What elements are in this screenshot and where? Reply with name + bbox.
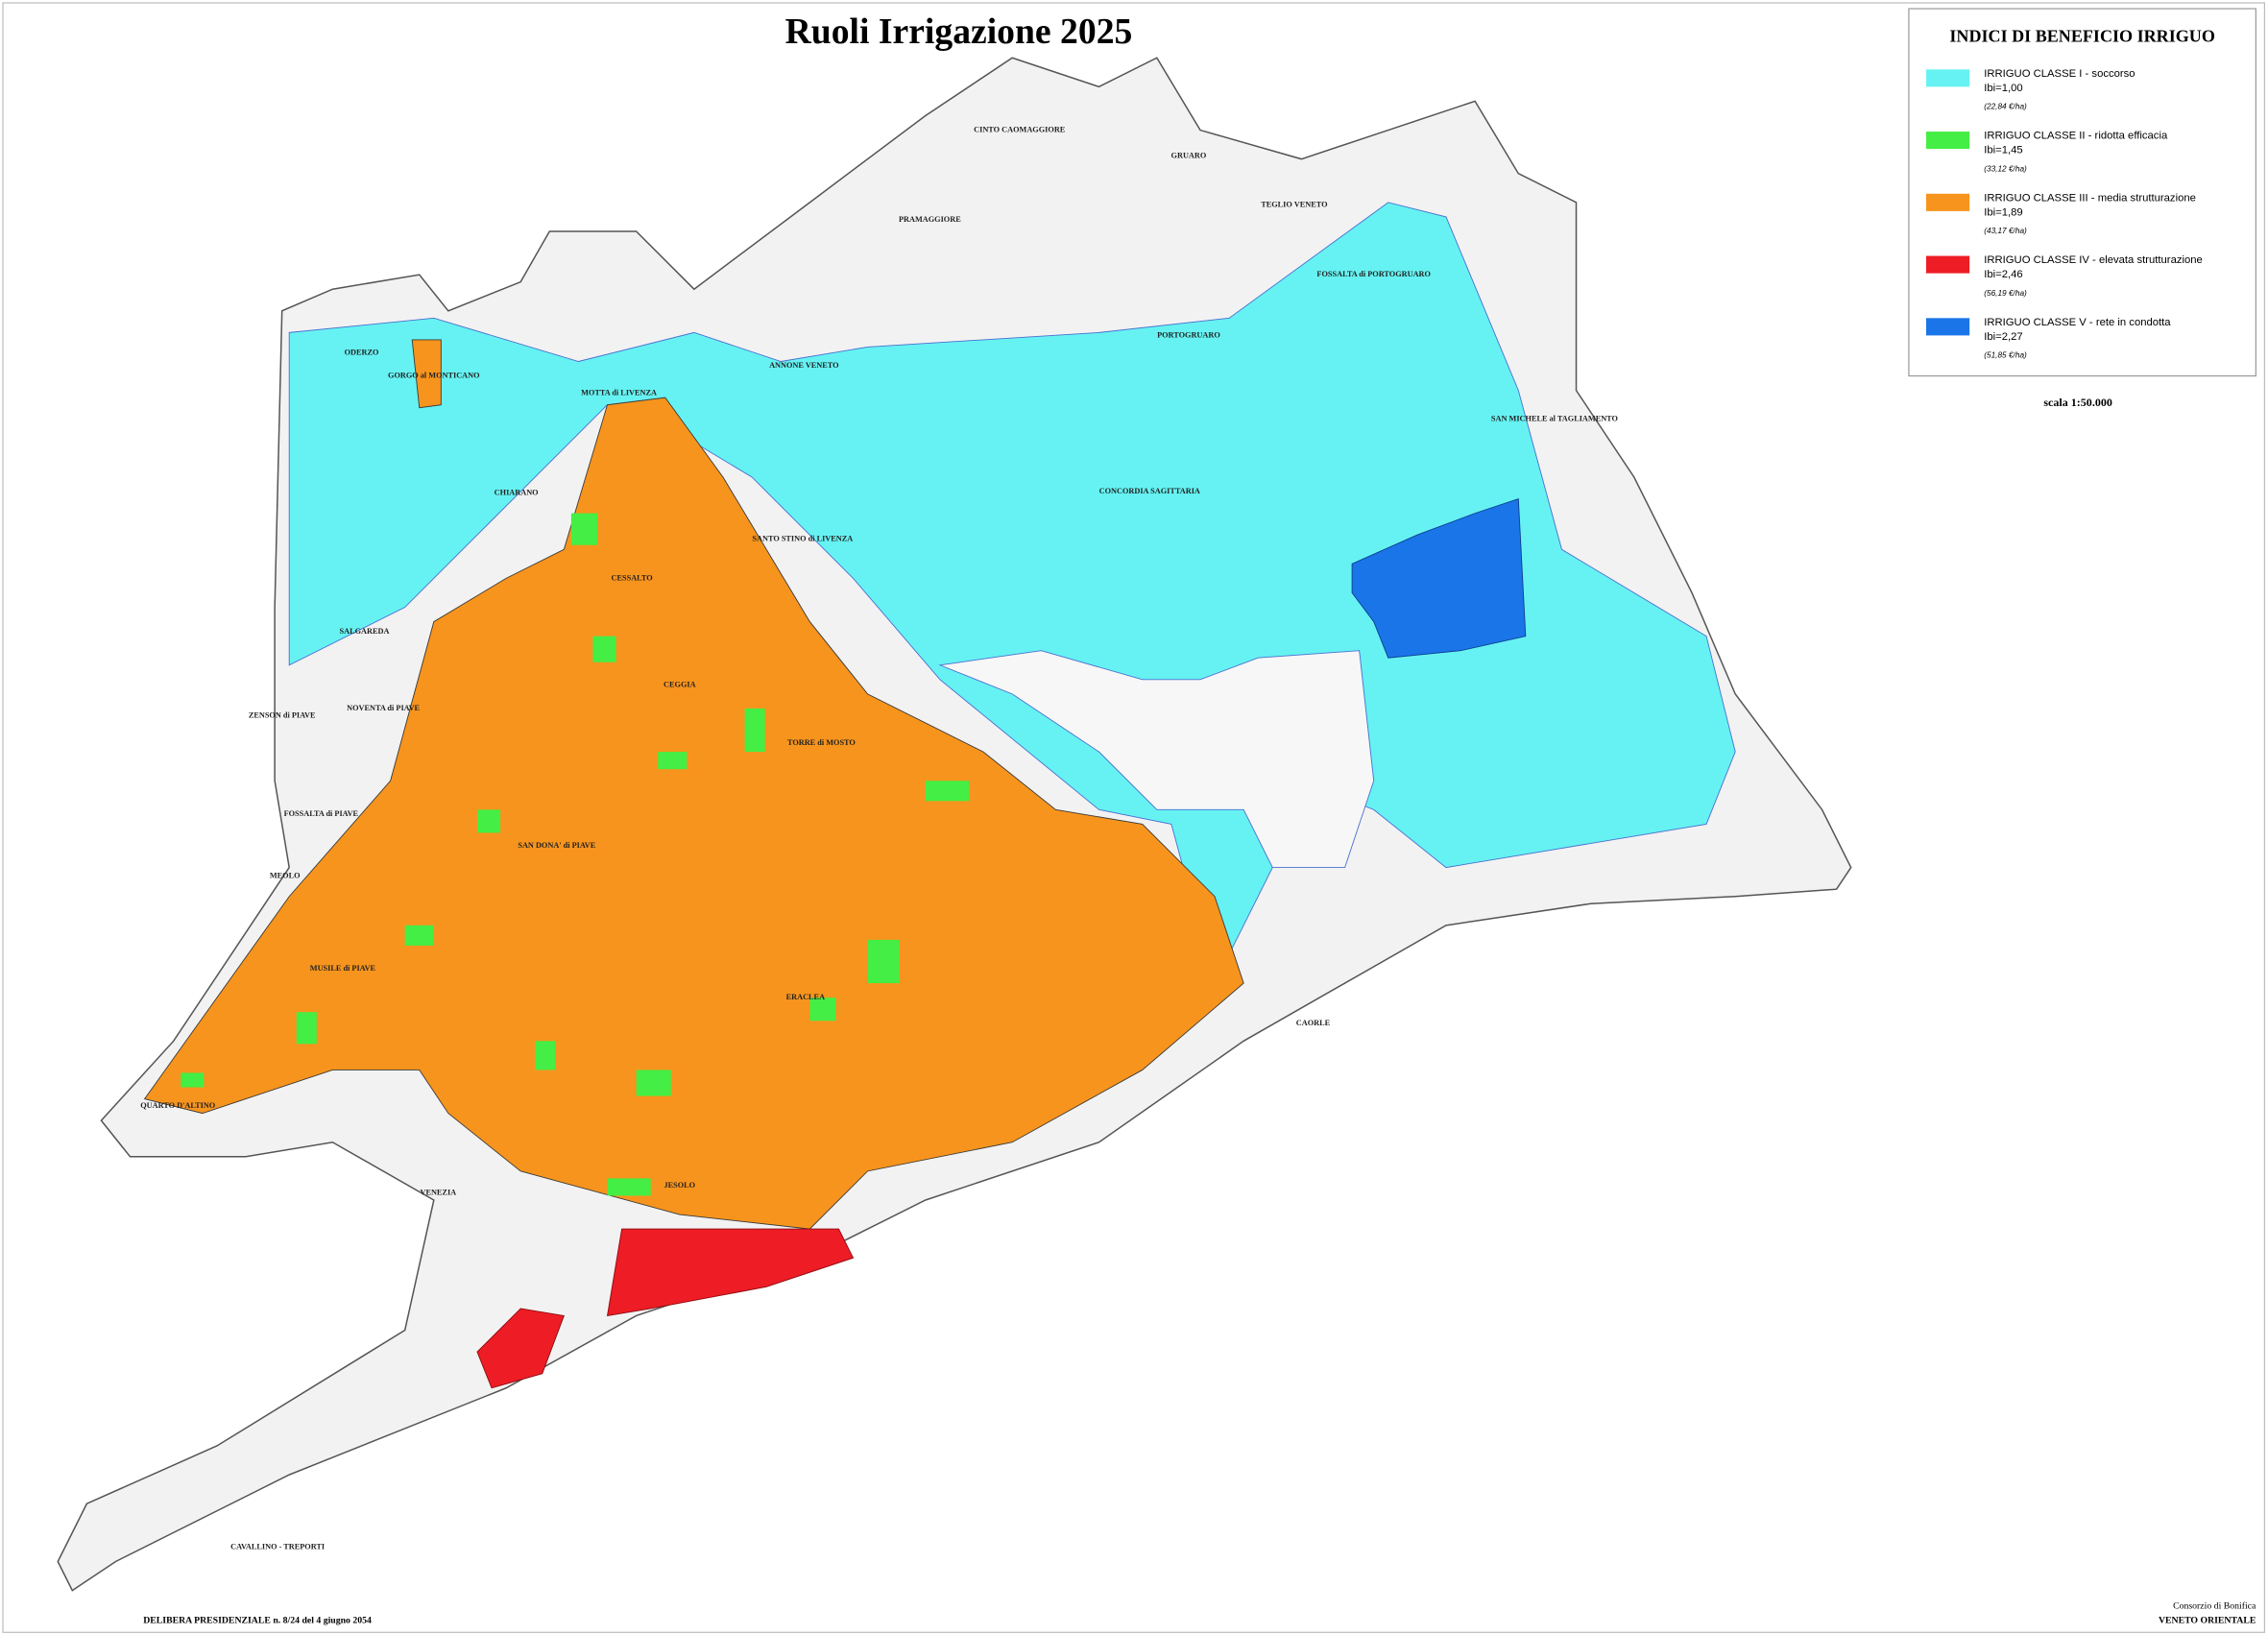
legend-items: IRRIGUO CLASSE I - soccorso Ibi=1,00 (22,8… [1925,68,2203,360]
place-label: PORTOGRUARO [1157,330,1220,339]
class-2-area [607,1178,651,1196]
place-label: ZENSON di PIAVE [249,710,316,719]
legend-label: IRRIGUO CLASSE V - rete in condotta [1984,317,2171,328]
legend-index: Ibi=1,00 [1984,83,2022,94]
legend-swatch [1925,255,1970,274]
place-label: MOTTA di LIVENZA [581,389,657,397]
legend-index: Ibi=2,46 [1984,269,2022,280]
scale-label: scala 1:50.000 [2043,396,2112,409]
place-label: SALGAREDA [340,627,390,636]
class-2-area [809,998,836,1022]
unirrigated-area [938,650,1375,869]
place-label: CHIARANO [495,488,539,496]
place-label: SAN MICHELE al TAGLIAMENTO [1491,415,1619,423]
legend-rate: (22,84 €/ha) [1984,103,2027,111]
organization-label: VENETO ORIENTALE [2159,1615,2256,1625]
legend-swatch [1925,193,1970,211]
place-label: ANNONE VENETO [769,361,839,370]
place-label: ERACLEA [786,993,825,1001]
place-label: CESSALTO [612,573,654,582]
legend-rate: (43,17 €/ha) [1984,227,2027,235]
legend-swatch [1925,318,1970,336]
legend-swatch [1925,132,1970,150]
legend-rate: (56,19 €/ha) [1984,289,2027,298]
class-2-area [296,1012,317,1045]
legend-rate: (33,12 €/ha) [1984,164,2027,173]
legend-label: IRRIGUO CLASSE IV - elevata strutturazio… [1984,254,2203,266]
legend-label: IRRIGUO CLASSE I - soccorso [1984,68,2135,80]
decree-label: DELIBERA PRESIDENZIALE n. 8/24 del 4 giu… [143,1615,372,1625]
class-2-area [636,1070,671,1096]
place-label: ODERZO [345,348,379,356]
class-2-area [535,1041,556,1070]
place-label: FOSSALTA di PIAVE [284,809,359,818]
place-label: CAORLE [1296,1019,1331,1027]
place-label: TEGLIO VENETO [1261,201,1328,209]
legend-title: INDICI DI BENEFICIO IRRIGUO [1949,26,2215,45]
place-label: CAVALLINO - TREPORTI [230,1542,325,1551]
class-2-area [181,1072,205,1088]
class-4-area [476,1308,565,1389]
place-label: FOSSALTA di PORTOGRUARO [1316,270,1431,278]
legend-index: Ibi=1,89 [1984,206,2022,218]
legend-index: Ibi=1,45 [1984,145,2022,156]
place-label: GRUARO [1171,152,1207,160]
place-label: CINTO CAOMAGGIORE [974,125,1066,133]
place-label: MUSILE di PIAVE [310,964,376,973]
place-label: VENEZIA [420,1188,456,1196]
class-4-area [606,1228,855,1317]
class-2-area [592,636,616,662]
place-label: NOVENTA di PIAVE [347,704,420,712]
place-label: SAN DONA' di PIAVE [518,841,595,850]
place-label: QUARTO D'ALTINO [140,1101,216,1110]
place-label: GORGO al MONTICANO [388,371,480,379]
place-label: MEOLO [270,872,301,880]
class-2-area [476,809,501,833]
map-title: Ruoli Irrigazione 2025 [785,12,1133,52]
class-1-area [288,202,1736,985]
class-5-area [1351,497,1527,659]
organization-label: Consorzio di Bonifica [2173,1600,2256,1611]
class-2-area [744,708,765,753]
legend-swatch [1925,69,1970,87]
class-2-area [570,513,597,545]
place-label: CEGGIA [664,681,696,689]
class-3-area [411,339,442,409]
class-2-area [404,925,434,946]
place-label: SANTO STINO di LIVENZA [752,535,853,543]
place-label: CONCORDIA SAGITTARIA [1099,487,1200,495]
place-label: TORRE di MOSTO [787,738,856,747]
legend-label: IRRIGUO CLASSE II - ridotta efficacia [1984,131,2168,142]
legend-index: Ibi=2,27 [1984,331,2022,343]
legend-label: IRRIGUO CLASSE III - media strutturazion… [1984,192,2196,204]
place-label: JESOLO [664,1181,696,1190]
legend-rate: (51,85 €/ha) [1984,351,2027,360]
place-label: PRAMAGGIORE [899,215,961,224]
class-2-area [867,939,900,984]
class-2-area [925,781,970,802]
class-2-area [658,752,688,770]
class-3-area [143,397,1244,1230]
class-2-areas [181,513,970,1196]
